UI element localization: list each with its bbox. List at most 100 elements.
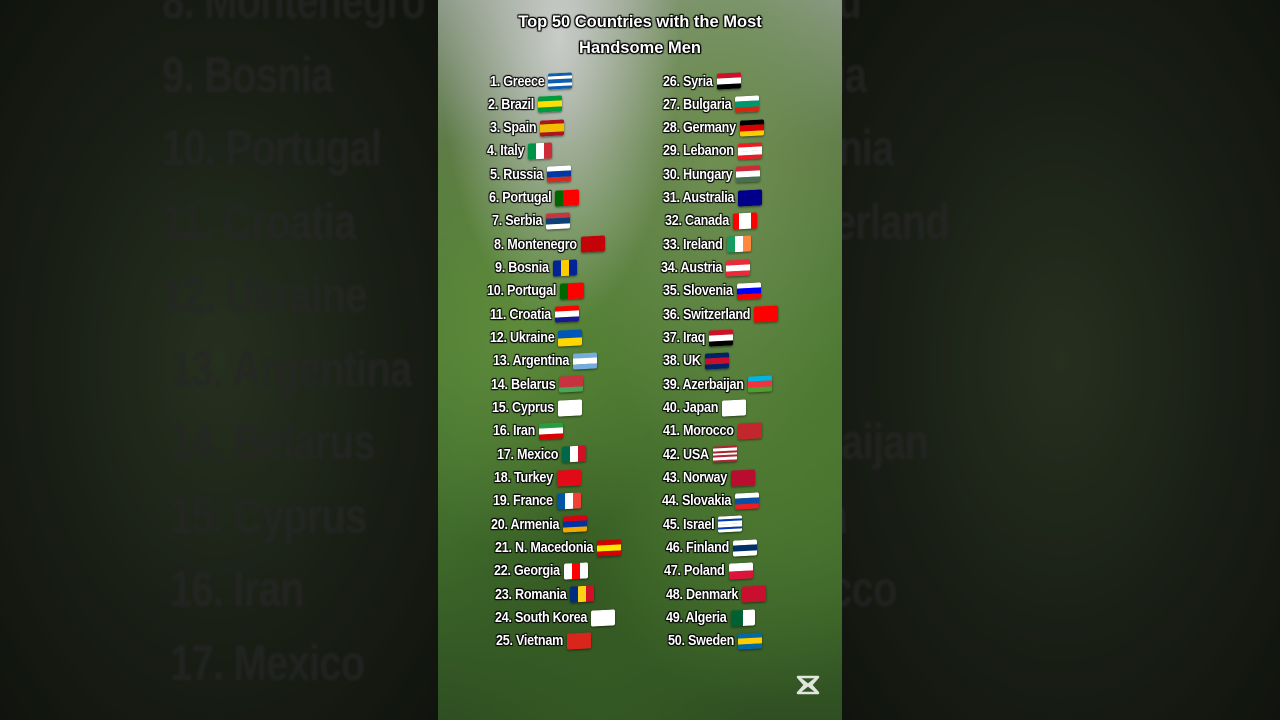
country-label: 9. Bosnia [495,259,549,277]
flag-icon [754,305,779,323]
country-list-item: 2. Brazil [488,93,563,115]
flag-icon [539,422,564,440]
flag-icon [555,189,580,207]
country-list-item: 6. Portugal [489,187,580,209]
country-list-item: 39. Azerbaijan [663,373,772,395]
country-list-item: 26. Syria [663,70,741,92]
country-label: 36. Switzerland [663,305,751,323]
flag-icon [704,352,729,370]
country-label: 14. Belarus [491,375,556,393]
flag-icon [718,515,743,533]
flag-icon [726,235,751,253]
flag-icon [735,492,760,510]
flag-icon [560,282,585,300]
country-label: 35. Slovenia [663,282,733,300]
flag-icon [558,328,583,347]
background-list-item: 10. Portugal [162,120,382,176]
country-label: 16. Iran [493,422,536,440]
country-list-item: 8. Montenegro [494,233,605,255]
country-label: 42. USA [663,445,709,463]
flag-icon [591,608,616,627]
country-label: 11. Croatia [490,305,551,323]
country-label: 6. Portugal [489,189,552,207]
country-label: 45. Israel [663,515,715,533]
country-list-item: 24. South Korea [495,607,616,629]
country-list-item: 40. Japan [663,397,747,419]
background-shade [0,0,438,720]
country-list-item: 1. Greece [490,70,573,92]
country-label: 30. Hungary [663,165,733,183]
background-list-item: 11. Croatia [162,193,356,250]
country-list-item: 34. Austria [661,257,751,279]
background-list-item: 33. Ireland [842,0,862,30]
title-line-2: Handsome Men [579,39,701,57]
flag-icon [567,632,592,650]
country-label: 4. Italy [487,142,525,160]
country-list-item: 32. Canada [665,210,758,232]
capcut-logo-icon [796,675,820,695]
country-label: 1. Greece [490,72,545,90]
background-list-item: 34. Austria [842,46,867,103]
flag-icon [557,398,582,417]
country-list-item: 9. Bosnia [495,257,577,279]
background-list-item: 8. Montenegro [162,0,426,29]
country-label: 32. Canada [665,212,730,230]
country-label: 33. Ireland [663,235,723,253]
flag-icon [742,585,767,603]
background-list-item: 14. Belarus [170,414,375,470]
flag-icon [728,562,753,580]
country-list-item: 15. Cyprus [492,397,582,419]
flag-icon [552,258,577,277]
country-list-item: 29. Lebanon [663,140,762,162]
country-list-item: 35. Slovenia [663,280,761,302]
flag-icon [730,608,755,627]
country-list-item: 37. Iraq [663,327,734,349]
flag-icon [736,165,761,183]
country-list-item: 31. Australia [663,187,763,209]
flag-icon [739,119,764,137]
flag-icon [709,328,734,347]
country-label: 10. Portugal [487,282,557,300]
country-list-item: 21. N. Macedonia [495,537,622,559]
country-label: 27. Bulgaria [663,95,732,113]
background-list-item: 35. Slovenia [842,120,894,176]
flag-icon [733,538,758,557]
flag-icon [738,632,763,650]
country-list-item: 45. Israel [663,513,743,535]
country-list-item: 5. Russia [490,163,572,185]
flag-icon [722,398,747,417]
flag-icon [573,352,598,370]
country-list-item: 16. Iran [493,420,564,442]
country-label: 31. Australia [663,189,735,207]
country-label: 8. Montenegro [494,235,577,253]
country-list-item: 23. Romania [495,583,595,605]
country-label: 34. Austria [661,259,723,277]
country-list-item: 42. USA [663,443,737,465]
country-list-item: 28. Germany [663,117,764,139]
country-label: 21. N. Macedonia [495,539,594,557]
flag-icon [548,72,573,90]
background-list-item: 39. Azerbaijan [842,414,929,470]
flag-icon [737,422,762,440]
country-label: 43. Norway [663,469,728,487]
flag-icon [712,445,737,463]
country-label: 22. Georgia [494,562,560,580]
title-line-1: Top 50 Countries with the Most [518,13,762,31]
country-label: 38. UK [663,352,701,370]
country-label: 18. Turkey [494,469,553,487]
country-label: 28. Germany [663,119,736,137]
background-list-item: 9. Bosnia [162,46,333,103]
country-list-item: 25. Vietnam [496,630,592,652]
country-label: 46. Finland [666,539,730,557]
flag-icon [735,95,760,113]
country-list-item: 49. Algeria [666,607,755,629]
flag-icon [716,72,741,90]
flag-icon [528,142,553,160]
flag-icon [540,119,565,137]
country-list-item: 12. Ukraine [490,327,583,349]
country-label: 39. Azerbaijan [663,375,744,393]
flag-icon [563,562,588,580]
country-label: 12. Ukraine [490,329,555,347]
flag-icon [556,468,581,487]
country-list-item: 41. Morocco [663,420,762,442]
